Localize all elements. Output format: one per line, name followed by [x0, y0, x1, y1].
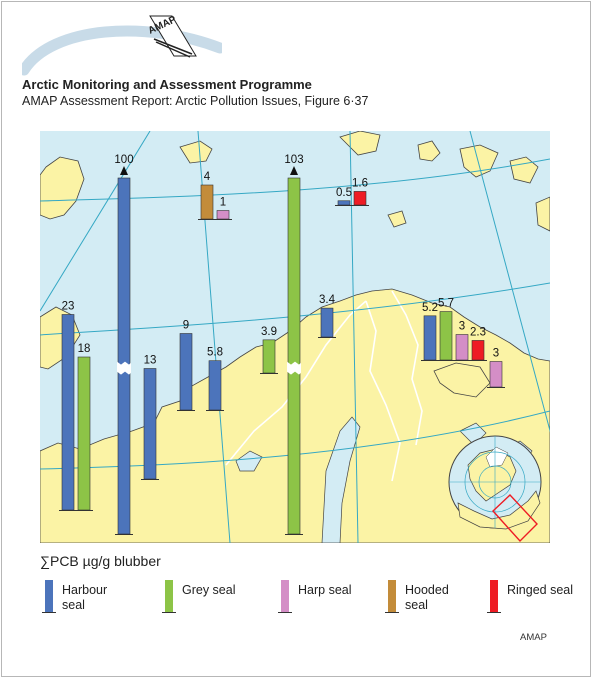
bar-grey-seal	[77, 356, 91, 511]
legend-base-line	[487, 612, 501, 613]
land-islands	[40, 131, 550, 232]
bar-harbour-seal	[208, 360, 222, 411]
bar-value-label: 0.5	[336, 187, 352, 199]
national-borders	[225, 290, 423, 482]
bar-ringed-seal	[353, 191, 367, 206]
bar-value-label: 9	[183, 320, 189, 332]
bar-value-label: 13	[144, 355, 157, 367]
bar-ringed-seal	[471, 340, 485, 361]
bar-harbour-seal	[117, 177, 131, 535]
bar-value-label: 3.9	[261, 326, 277, 338]
arrow-up-icon	[290, 166, 298, 175]
bar-value-label: 103	[284, 154, 303, 166]
legend-label-ringed-seal: Ringed seal	[507, 583, 574, 597]
legend-swatch-hooded-seal	[388, 580, 396, 612]
bar-value-label: 4	[204, 171, 211, 183]
legend-base-line	[278, 612, 292, 613]
legend-swatch-grey-seal	[165, 580, 173, 612]
bar-value-label: 18	[78, 343, 91, 355]
bar-harp-seal	[489, 361, 503, 388]
amap-logo: AMAP	[22, 14, 222, 76]
bar-value-label: 5.7	[438, 298, 454, 310]
bar-harp-seal	[455, 334, 469, 361]
bar-harbour-seal	[320, 307, 334, 338]
bar-break-mark	[117, 361, 131, 375]
legend-base-line	[42, 612, 56, 613]
legend-base-line	[162, 612, 176, 613]
land-kola	[433, 362, 491, 398]
bar-value-label: 3	[493, 348, 499, 360]
header-title: Arctic Monitoring and Assessment Program…	[22, 77, 312, 92]
bar-value-label: 3.4	[319, 294, 336, 306]
graticule	[40, 131, 550, 543]
bar-harbour-seal	[337, 200, 351, 206]
map-chart: 23 18 100 4 1 13 9 5.8 3.9 103 0.51.6 3.4 5.2 5.7 3 2.3…	[40, 131, 550, 543]
bar-grey-seal	[287, 177, 301, 535]
bar-harbour-seal	[179, 333, 193, 411]
bar-hooded-seal	[200, 184, 214, 220]
legend-label-harp-seal: Harp seal	[298, 583, 352, 597]
legend-base-line	[385, 612, 399, 613]
legend-label-hooded-seal: Hooded seal	[405, 583, 449, 612]
legend-swatch-ringed-seal	[490, 580, 498, 612]
bar-value-label: 1.6	[352, 177, 368, 189]
header-subtitle: AMAP Assessment Report: Arctic Pollution…	[22, 94, 369, 108]
bars-layer: 23 18 100 4 1 13 9 5.8 3.9 103 0.51.6 3.4 5.2 5.7 3 2.3…	[59, 154, 505, 535]
bar-harbour-seal	[423, 315, 437, 361]
legend-swatch-harp-seal	[281, 580, 289, 612]
bar-harbour-seal	[143, 368, 157, 480]
footer-credit: AMAP	[520, 632, 547, 643]
legend-label-harbour-seal: Harbour seal	[62, 583, 108, 612]
bar-value-label: 23	[62, 301, 75, 313]
bar-value-label: 100	[114, 154, 133, 166]
arrow-up-icon	[120, 166, 128, 175]
bar-value-label: 5.2	[422, 302, 438, 314]
bar-value-label: 1	[220, 197, 226, 209]
bar-value-label: 5.8	[207, 347, 223, 359]
bar-value-label: 2.3	[470, 326, 486, 338]
legend-title: ∑PCB µg/g blubber	[40, 553, 161, 569]
bar-grey-seal	[439, 311, 453, 361]
inset-globe	[448, 435, 542, 543]
bar-value-label: 3	[459, 321, 465, 333]
bar-break-mark	[287, 361, 301, 375]
bar-harbour-seal	[61, 314, 75, 511]
legend-label-grey-seal: Grey seal	[182, 583, 236, 597]
legend-swatch-harbour-seal	[45, 580, 53, 612]
bar-grey-seal	[262, 339, 276, 374]
bar-harp-seal	[216, 210, 230, 220]
